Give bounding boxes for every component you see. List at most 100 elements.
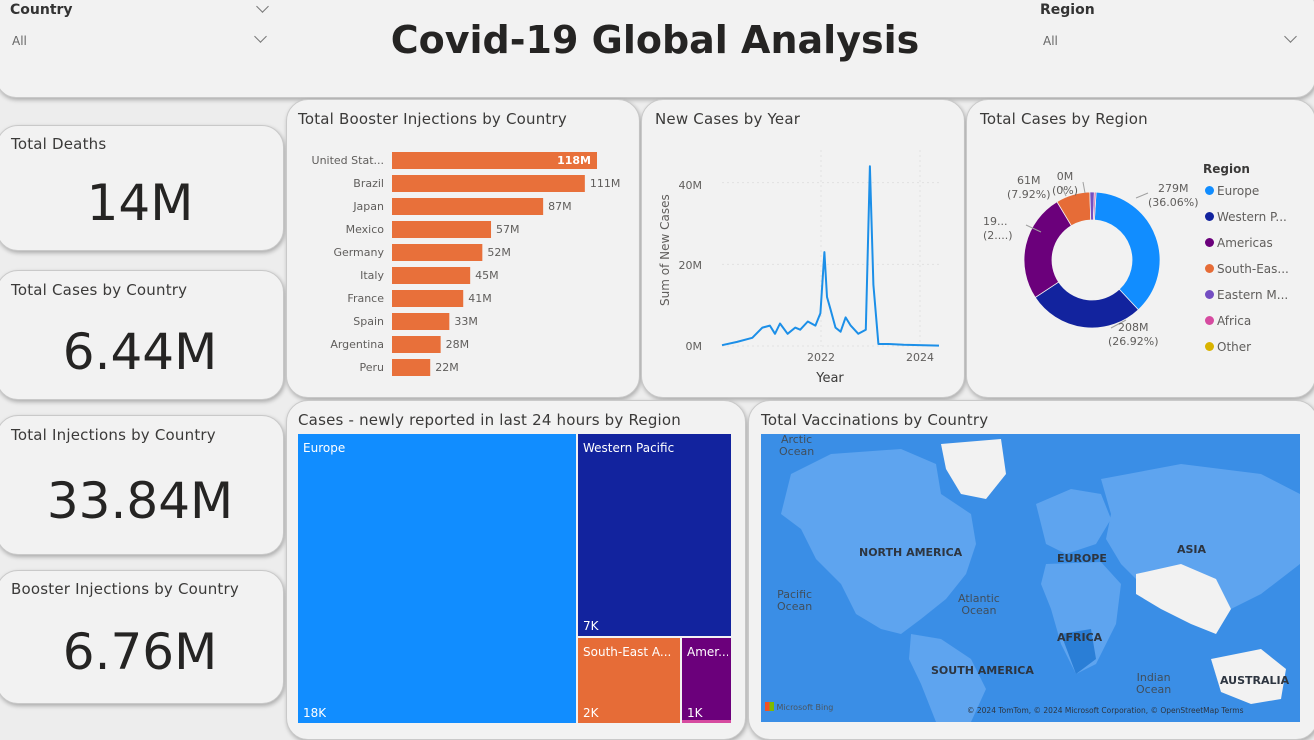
no-data-region-shape — [1136, 564, 1231, 634]
donut-label-eastern-med: 0M (0%) — [1052, 170, 1079, 197]
bar[interactable] — [392, 175, 585, 192]
y-tick-label: 0M — [686, 340, 703, 353]
treemap-tile[interactable] — [682, 720, 731, 723]
leader-line — [1110, 319, 1127, 329]
treemap-tile-label: Europe — [303, 441, 346, 455]
region-slicer-label: Region — [1040, 2, 1095, 18]
bar[interactable] — [392, 198, 544, 215]
legend-item[interactable]: South-Eas... — [1205, 262, 1289, 276]
south-america-shape — [909, 634, 986, 722]
legend-marker-icon — [1205, 238, 1214, 247]
treemap-tile[interactable]: Western Pacific 7K — [578, 434, 731, 636]
legend-marker-icon — [1205, 264, 1214, 273]
map-label-australia: AUSTRALIA — [1220, 674, 1290, 687]
bing-logo-icon — [765, 702, 774, 711]
world-map[interactable]: Arctic Ocean NORTH AMERICA EUROPE ASIA P… — [761, 434, 1300, 722]
region-slicer[interactable]: Region All — [1036, 0, 1306, 55]
line-chart-card: New Cases by Year Sum of New Cases Year … — [641, 99, 965, 398]
region-slicer-value[interactable]: All — [1043, 34, 1058, 48]
bar-category-label: Japan — [352, 200, 384, 213]
chart-title: Total Cases by Region — [980, 110, 1148, 128]
total-cases-donut-chart — [1023, 181, 1161, 329]
legend-item[interactable]: Western P... — [1205, 210, 1287, 224]
chart-title: Total Vaccinations by Country — [761, 411, 989, 429]
bar-category-label: Mexico — [346, 223, 385, 236]
legend-item[interactable]: Europe — [1205, 184, 1259, 198]
chevron-down-icon[interactable] — [256, 0, 269, 13]
bar-value-label: 57M — [496, 223, 519, 236]
leader-line — [1135, 192, 1149, 199]
chart-title: Total Booster Injections by Country — [298, 110, 567, 128]
legend-label: Other — [1217, 340, 1252, 354]
legend-label: South-Eas... — [1217, 262, 1289, 276]
chart-title: New Cases by Year — [655, 110, 801, 128]
kpi-card-total-cases: Total Cases by Country 6.44M — [0, 270, 284, 400]
legend-marker-icon — [1205, 290, 1214, 299]
chevron-down-icon[interactable] — [1284, 30, 1297, 43]
chevron-down-icon[interactable] — [254, 30, 267, 43]
bar[interactable] — [392, 244, 483, 261]
bar[interactable] — [392, 221, 492, 238]
page-title: Covid-19 Global Analysis — [390, 18, 920, 62]
australia-shape — [1211, 649, 1286, 704]
bar-category-label: France — [347, 292, 384, 305]
bar-category-label: Italy — [360, 269, 384, 282]
bar[interactable] — [392, 313, 450, 330]
donut-slice[interactable] — [1092, 191, 1097, 221]
bar-value-label: 52M — [487, 246, 511, 259]
map-copyright[interactable]: © 2024 TomTom, © 2024 Microsoft Corporat… — [967, 706, 1244, 715]
kpi-title: Total Deaths — [11, 135, 107, 153]
country-slicer-label: Country — [10, 2, 73, 18]
legend-item[interactable]: Other — [1205, 340, 1251, 354]
map-label-arctic: Arctic Ocean — [779, 434, 815, 458]
new-cases-treemap: Europe 18K Western Pacific 7K South-East A..… — [298, 434, 731, 723]
country-slicer[interactable]: Country All — [6, 0, 274, 55]
donut-slice[interactable] — [1023, 201, 1072, 299]
legend-item[interactable]: Eastern M... — [1205, 288, 1288, 302]
leader-line — [1025, 224, 1042, 233]
bar[interactable] — [392, 267, 471, 284]
legend-title: Region — [1203, 162, 1250, 176]
bar[interactable] — [392, 336, 441, 353]
bar[interactable] — [392, 290, 464, 307]
treemap-tile[interactable]: South-East A... 2K — [578, 638, 680, 723]
map-landmasses — [781, 439, 1300, 722]
kpi-value: 6.76M — [62, 623, 218, 681]
map-label-atlantic: Atlantic Ocean — [958, 592, 1000, 617]
legend-label: Africa — [1217, 314, 1252, 328]
booster-chart-card: Total Booster Injections by Country Unit… — [286, 99, 640, 398]
leader-line — [1082, 181, 1086, 194]
kpi-value: 33.84M — [46, 472, 234, 530]
africa-detail-shape — [1061, 629, 1096, 674]
bar[interactable] — [392, 152, 597, 169]
treemap-tile-label: South-East A... — [583, 645, 672, 659]
kpi-card-total-deaths: Total Deaths 14M — [0, 125, 284, 251]
kpi-card-total-injections: Total Injections by Country 33.84M — [0, 415, 284, 555]
donut-slice[interactable] — [1093, 191, 1161, 311]
bar[interactable] — [392, 359, 431, 376]
treemap-tile-value: 2K — [583, 706, 599, 720]
donut-label-south-east-asia: 61M (7.92%) — [1007, 174, 1051, 201]
treemap-tile[interactable]: Amer... 1K — [682, 638, 731, 723]
series-line[interactable] — [721, 165, 940, 347]
map-label-pacific: Pacific Ocean — [777, 588, 813, 613]
map-label-africa: AFRICA — [1057, 631, 1103, 644]
bar-category-label: Germany — [333, 246, 384, 259]
legend-item[interactable]: Africa — [1205, 314, 1251, 328]
y-axis-label: Sum of New Cases — [658, 194, 672, 306]
header-bar — [0, 0, 1314, 98]
map-label-indian: Indian Ocean — [1136, 671, 1172, 696]
treemap-tile[interactable]: Europe 18K — [298, 434, 576, 723]
kpi-card-booster-injections: Booster Injections by Country 6.76M — [0, 570, 284, 704]
bar-category-label: Argentina — [330, 338, 384, 351]
donut-label-americas: 19... (2....) — [983, 215, 1013, 242]
legend-item[interactable]: Americas — [1205, 236, 1273, 250]
kpi-value: 14M — [86, 174, 194, 232]
x-tick-label: 2022 — [807, 351, 835, 364]
booster-bar-chart: United Stat... 118M Brazil 111M Japan 87M Mexi… — [312, 152, 620, 376]
legend-label: Western P... — [1217, 210, 1287, 224]
bar-value-label: 33M — [454, 315, 478, 328]
country-slicer-value[interactable]: All — [12, 34, 27, 48]
legend-label: Eastern M... — [1217, 288, 1289, 302]
greenland-shape — [941, 439, 1006, 499]
